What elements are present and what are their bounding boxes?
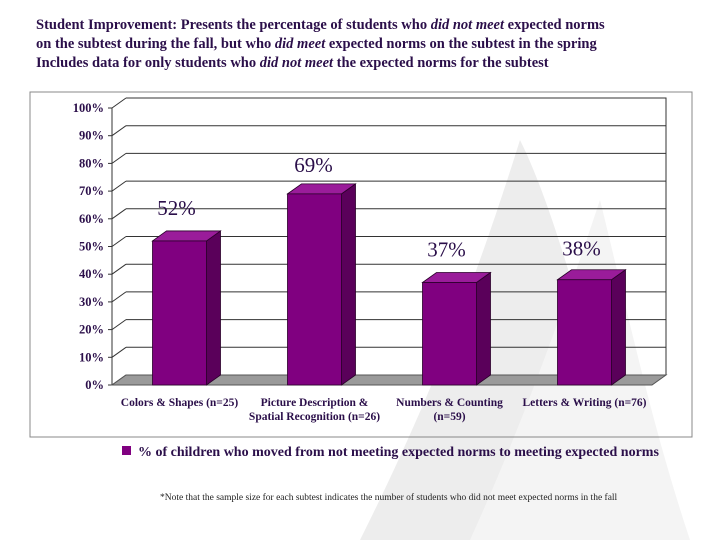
description-line-3: Includes data for only students who did …: [36, 55, 549, 71]
y-tick-label: 90%: [79, 129, 104, 143]
bar: [152, 240, 207, 386]
y-tick-label: 30%: [79, 295, 104, 309]
legend-swatch: [122, 446, 131, 455]
gridline-diag: [111, 208, 127, 220]
bar-side: [611, 268, 626, 386]
data-label: 38%: [562, 237, 601, 261]
category-label: Spatial Recognition (n=26): [249, 411, 380, 423]
y-tick-label: 50%: [79, 240, 104, 254]
gridline-diag: [111, 319, 127, 331]
y-tick-label: 100%: [73, 101, 104, 115]
bar: [287, 193, 342, 386]
category-label: Numbers & Counting: [396, 397, 503, 409]
data-label: 37%: [427, 238, 466, 262]
y-tick-label: 20%: [79, 323, 104, 337]
category-label: Picture Description &: [261, 397, 369, 409]
gridline-diag: [111, 97, 127, 109]
category-label: Colors & Shapes (n=25): [121, 397, 239, 409]
y-tick-label: 60%: [79, 212, 104, 226]
bar-side: [341, 183, 356, 386]
description-line-2: on the subtest during the fall, but who …: [36, 36, 597, 52]
y-tick-label: 40%: [79, 267, 104, 281]
category-label: Letters & Writing (n=76): [523, 397, 647, 409]
bar: [557, 279, 612, 386]
data-label: 52%: [157, 196, 196, 220]
y-tick-label: 70%: [79, 184, 104, 198]
gridline-diag: [111, 263, 127, 275]
bar-side: [476, 271, 491, 386]
legend-label: % of children who moved from not meeting…: [138, 445, 659, 460]
gridline-diag: [111, 346, 127, 358]
gridline-diag: [111, 180, 127, 192]
data-label: 69%: [294, 153, 333, 177]
category-label: (n=59): [433, 411, 465, 423]
footnote: *Note that the sample size for each subt…: [160, 493, 618, 503]
gridline-diag: [111, 152, 127, 164]
gridline-diag: [111, 236, 127, 247]
y-tick-label: 0%: [85, 378, 104, 392]
bar: [422, 282, 477, 386]
chart-description: Student Improvement: Presents the percen…: [36, 16, 706, 73]
gridline-diag: [111, 291, 127, 303]
gridline-diag: [111, 125, 127, 137]
plot-frame: [29, 91, 693, 438]
description-line-1: Student Improvement: Presents the percen…: [36, 17, 605, 33]
y-tick-label: 10%: [79, 350, 104, 364]
bar-side: [206, 230, 221, 386]
y-tick-label: 80%: [79, 156, 104, 170]
